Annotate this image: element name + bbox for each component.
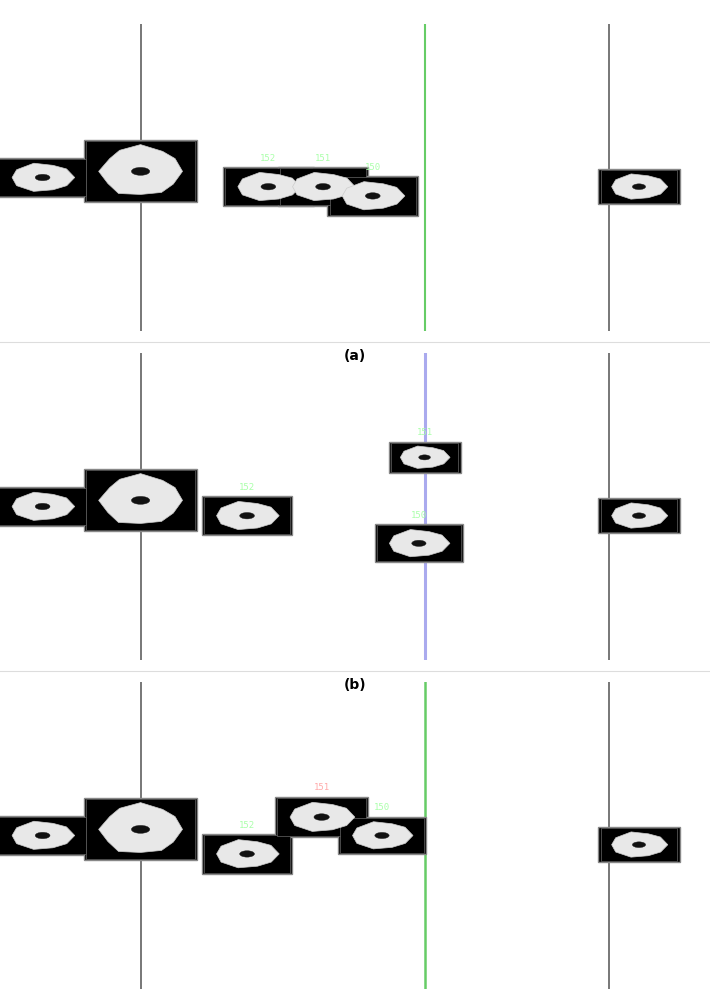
Circle shape [36, 503, 50, 510]
Circle shape [240, 513, 254, 519]
Circle shape [36, 174, 50, 181]
Circle shape [36, 832, 50, 839]
Text: 151: 151 [417, 428, 432, 437]
Bar [0, 488, 86, 525]
Bar [87, 470, 195, 530]
Circle shape [261, 184, 275, 190]
Bar [202, 834, 293, 874]
Polygon shape [390, 530, 450, 557]
Bar [84, 469, 197, 531]
Bar [278, 167, 368, 206]
Polygon shape [99, 803, 182, 852]
Bar [277, 798, 366, 836]
Bar [223, 167, 314, 206]
Polygon shape [12, 821, 75, 849]
Bar [87, 799, 195, 859]
Text: 152: 152 [239, 483, 255, 492]
Circle shape [240, 851, 254, 857]
Polygon shape [238, 172, 300, 201]
Bar [0, 816, 88, 855]
Bar [391, 443, 459, 472]
Circle shape [314, 814, 329, 820]
Polygon shape [217, 501, 279, 530]
Polygon shape [12, 163, 75, 191]
Bar [0, 487, 88, 526]
Polygon shape [293, 172, 355, 201]
Bar [275, 797, 368, 837]
Bar [338, 817, 426, 854]
Circle shape [131, 167, 150, 175]
Bar [377, 525, 461, 561]
Circle shape [633, 842, 645, 848]
Circle shape [633, 513, 645, 519]
Circle shape [633, 184, 645, 190]
Polygon shape [217, 840, 279, 868]
Bar [0, 159, 86, 196]
Polygon shape [342, 182, 405, 210]
Bar [375, 524, 463, 562]
Text: (a): (a) [344, 349, 366, 363]
Bar [601, 828, 677, 861]
Polygon shape [611, 832, 668, 857]
Bar [225, 168, 312, 205]
Polygon shape [611, 174, 668, 199]
Circle shape [366, 193, 380, 199]
Polygon shape [290, 802, 355, 831]
Bar [0, 817, 86, 854]
Bar [0, 158, 88, 197]
Circle shape [412, 540, 426, 546]
Text: 150: 150 [374, 803, 390, 812]
Bar [84, 798, 197, 860]
Text: 150: 150 [365, 163, 381, 172]
Text: 150: 150 [411, 511, 427, 520]
Circle shape [131, 496, 150, 504]
Bar [329, 177, 416, 215]
Text: 152: 152 [261, 154, 276, 163]
Bar [340, 818, 424, 853]
Bar [327, 176, 418, 216]
Polygon shape [353, 822, 413, 849]
Bar [87, 141, 195, 201]
Polygon shape [400, 446, 450, 468]
Polygon shape [99, 145, 182, 194]
Circle shape [131, 825, 150, 833]
Bar [601, 499, 677, 532]
Circle shape [419, 455, 430, 460]
Polygon shape [12, 492, 75, 520]
Bar [599, 169, 679, 204]
Bar [601, 170, 677, 203]
Bar [599, 498, 679, 533]
Bar [84, 140, 197, 202]
Text: (b): (b) [344, 678, 366, 692]
Text: 151: 151 [315, 154, 331, 163]
Polygon shape [611, 503, 668, 528]
Text: 152: 152 [239, 821, 255, 830]
Bar [202, 496, 293, 535]
Circle shape [375, 832, 389, 839]
Circle shape [316, 184, 330, 190]
Polygon shape [99, 474, 182, 523]
Bar [599, 827, 679, 862]
Bar [204, 497, 290, 534]
Bar [388, 442, 461, 473]
Bar [204, 835, 290, 873]
Text: 151: 151 [314, 783, 329, 792]
Bar [280, 168, 366, 205]
